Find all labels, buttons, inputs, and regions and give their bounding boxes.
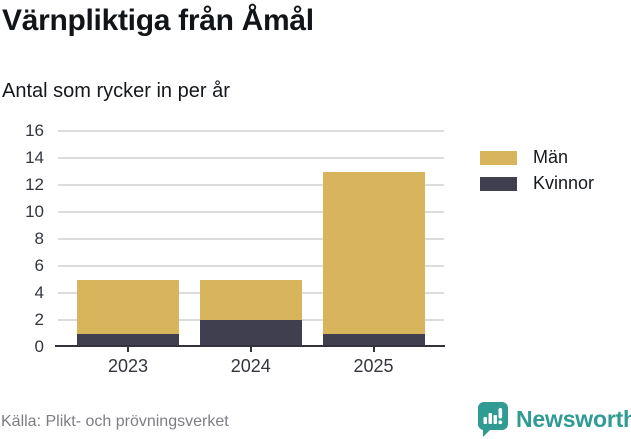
- chart-subtitle: Antal som rycker in per år: [2, 80, 230, 102]
- bar-segment-kvinnor-2024: [199, 320, 302, 347]
- bar-segment-man-2023: [77, 279, 179, 334]
- y-axis-tick-label: 16: [25, 121, 44, 140]
- y-axis-tick-label: 14: [25, 148, 44, 167]
- y-axis-tick-label: 2: [34, 310, 44, 329]
- chart-title: Värnpliktiga från Åmål: [2, 4, 314, 37]
- gridline: [58, 265, 444, 267]
- legend-swatch-women: [480, 176, 517, 191]
- bar-segment-kvinnor-2025: [322, 333, 425, 347]
- legend-label: Kvinnor: [533, 173, 595, 193]
- y-axis-tick-label: 12: [25, 175, 44, 194]
- gridline: [58, 157, 444, 159]
- bar-segment-man-2024: [199, 279, 302, 320]
- bar-segment-kvinnor-2023: [77, 333, 179, 347]
- y-axis-tick-label: 10: [25, 202, 44, 221]
- x-axis-tick: [372, 347, 375, 352]
- gridline: [58, 238, 444, 240]
- gridline: [58, 211, 444, 213]
- y-axis-tick-label: 0: [34, 337, 44, 356]
- brand-logo: Newsworthy: [478, 402, 631, 438]
- legend-label: Män: [533, 147, 569, 167]
- legend: Män Kvinnor: [480, 147, 595, 202]
- legend-swatch-men: [480, 150, 517, 165]
- plot-area: [58, 130, 444, 347]
- x-axis-label: 2025: [353, 356, 394, 376]
- x-axis-line: [55, 345, 445, 347]
- brand-logo-icon: [478, 402, 508, 437]
- bar-segment-man-2025: [322, 171, 425, 334]
- legend-item-women: Kvinnor: [480, 173, 595, 193]
- x-axis-tick: [127, 347, 129, 352]
- x-axis-label: 2023: [107, 356, 149, 376]
- gridline: [58, 130, 444, 132]
- source-note: Källa: Plikt- och prövningsverket: [1, 413, 229, 430]
- y-axis-tick-label: 4: [34, 283, 44, 302]
- brand-wordmark: Newsworthy: [516, 406, 631, 432]
- legend-item-men: Män: [480, 147, 594, 167]
- x-axis-label: 2024: [230, 356, 271, 376]
- y-axis-tick-label: 8: [34, 229, 44, 248]
- gridline: [58, 184, 444, 186]
- y-axis-tick-label: 6: [34, 256, 44, 275]
- x-axis-tick: [249, 347, 252, 352]
